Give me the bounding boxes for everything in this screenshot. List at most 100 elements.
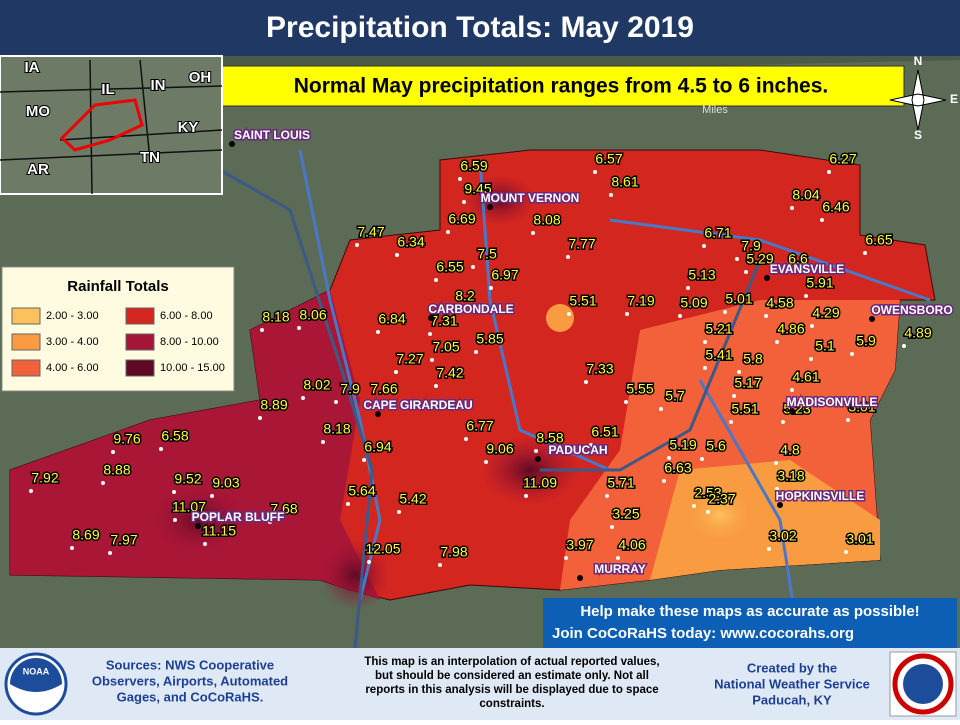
station-dot (172, 490, 176, 494)
city-dot (195, 523, 201, 529)
state-label: OH (189, 69, 212, 86)
footer-sources: Observers, Airports, Automated (92, 673, 288, 688)
city-label: EVANSVILLE (770, 262, 844, 276)
station-dot (321, 440, 325, 444)
station-dot (564, 556, 568, 560)
station-dot (729, 420, 733, 424)
station-value: 5.64 (348, 483, 375, 499)
station-value: 7.98 (440, 544, 467, 560)
station-dot (346, 502, 350, 506)
station-dot (703, 366, 707, 370)
legend-title: Rainfall Totals (67, 278, 168, 295)
station-dot (367, 560, 371, 564)
station-dot (902, 344, 906, 348)
station-dot (531, 231, 535, 235)
city-dot (577, 575, 583, 581)
legend-swatch (125, 307, 155, 325)
station-dot (395, 253, 399, 257)
station-value: 7.97 (110, 532, 137, 548)
station-value: 5.09 (680, 295, 707, 311)
station-value: 5.91 (806, 275, 833, 291)
station-value: 3.01 (846, 531, 873, 547)
zone-10-15 (480, 435, 580, 505)
noaa-text: NOAA (23, 666, 50, 676)
station-dot (775, 340, 779, 344)
zone-8-10 (10, 290, 380, 600)
station-dot (609, 193, 613, 197)
city-dot (777, 502, 783, 508)
station-value: 6.46 (822, 199, 849, 215)
station-value: 5.29 (746, 251, 773, 267)
station-value: 5.1 (815, 338, 835, 354)
station-dot (438, 563, 442, 567)
station-dot (534, 449, 538, 453)
city-label: PADUCAH (548, 443, 607, 457)
station-dot (662, 479, 666, 483)
state-label: TN (140, 149, 160, 166)
station-dot (764, 314, 768, 318)
station-value: 8.06 (299, 307, 326, 323)
station-dot (301, 396, 305, 400)
station-dot (430, 358, 434, 362)
legend-label: 8.00 - 10.00 (160, 336, 219, 348)
footer-disclaimer: This map is an interpolation of actual r… (364, 656, 659, 668)
station-value: 7.19 (627, 293, 654, 309)
station-dot (686, 286, 690, 290)
zone-10-15 (320, 540, 390, 610)
station-value: 6.58 (161, 428, 188, 444)
station-value: 9.52 (174, 471, 201, 487)
station-value: 6.59 (460, 158, 487, 174)
station-dot (702, 244, 706, 248)
station-dot (474, 350, 478, 354)
station-value: 2.53 (694, 485, 721, 501)
city-label: SAINT LOUIS (234, 128, 310, 142)
station-value: 6.55 (436, 259, 463, 275)
station-value: 6.65 (865, 232, 892, 248)
legend-label: 3.00 - 4.00 (46, 336, 99, 348)
city-dot (487, 204, 493, 210)
station-value: 6.94 (364, 439, 391, 455)
station-dot (616, 556, 620, 560)
station-value: 7.9 (340, 381, 360, 397)
station-value: 5.19 (669, 437, 696, 453)
station-dot (624, 400, 628, 404)
station-value: 5.7 (665, 388, 685, 404)
state-label: AR (27, 161, 49, 178)
station-dot (376, 330, 380, 334)
station-dot (700, 457, 704, 461)
station-dot (589, 443, 593, 447)
station-value: 3.97 (566, 537, 593, 553)
station-dot (667, 456, 671, 460)
station-dot (820, 218, 824, 222)
station-value: 8.61 (611, 174, 638, 190)
station-dot (863, 251, 867, 255)
footer-disclaimer: but should be considered an estimate onl… (375, 670, 649, 682)
station-value: 5.13 (688, 267, 715, 283)
station-value: 5.55 (626, 381, 653, 397)
station-value: 4.61 (792, 369, 819, 385)
station-value: 7.05 (432, 339, 459, 355)
station-dot (397, 510, 401, 514)
station-value: 6.57 (595, 151, 622, 167)
station-dot (446, 230, 450, 234)
footer-credit: Created by the (747, 660, 837, 675)
station-dot (610, 525, 614, 529)
station-dot (458, 177, 462, 181)
roads (298, 149, 931, 649)
station-dot (368, 400, 372, 404)
city-label: HOPKINSVILLE (776, 489, 865, 503)
station-dot (471, 265, 475, 269)
city-label: CAPE GIRARDEAU (363, 398, 472, 412)
station-dot (775, 487, 779, 491)
station-dot (567, 312, 571, 316)
station-dot (108, 551, 112, 555)
station-value: 9.03 (212, 475, 239, 491)
legend: Rainfall Totals 2.00 - 3.00 6.00 - 8.00 3.… (1, 266, 235, 392)
station-value: 5.85 (476, 331, 503, 347)
station-dot (334, 400, 338, 404)
legend-label: 6.00 - 8.00 (160, 310, 213, 322)
title-bar (0, 0, 960, 56)
station-value: 9.76 (113, 431, 140, 447)
station-value: 5.51 (731, 401, 758, 417)
